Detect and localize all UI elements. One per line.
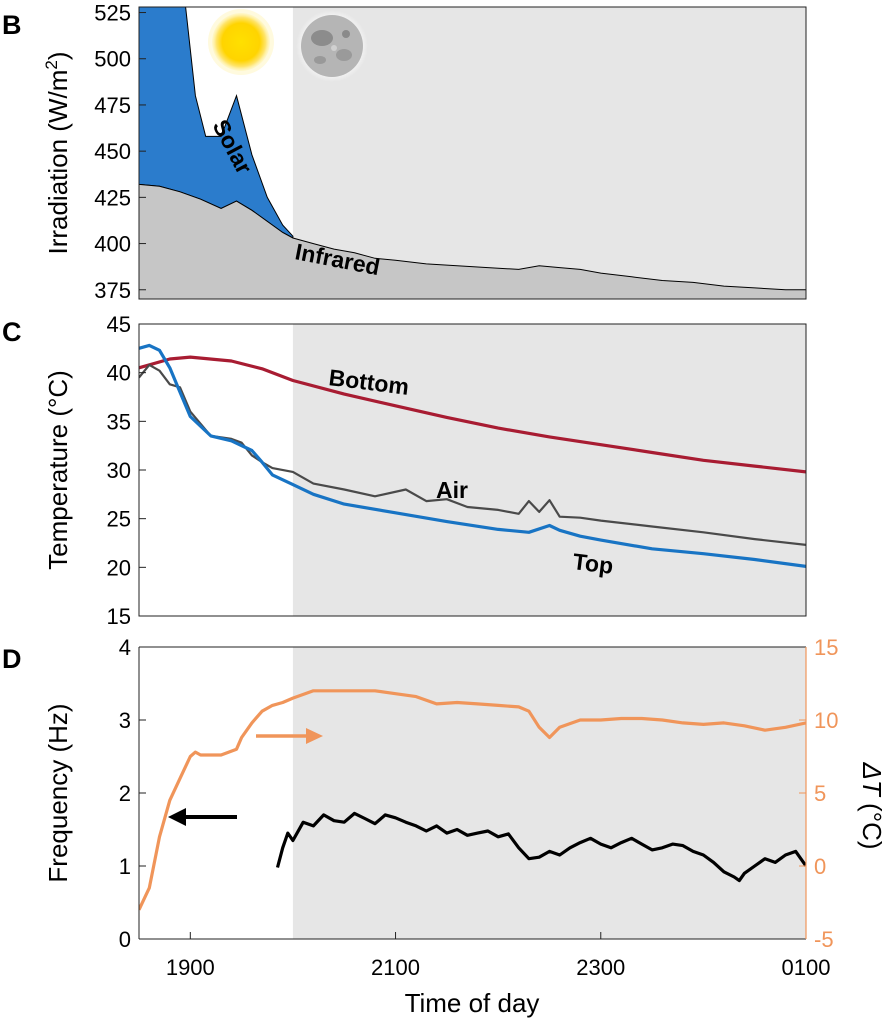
night-shade xyxy=(292,324,806,616)
panel-letter-b: B xyxy=(2,10,22,40)
plot-frame xyxy=(138,323,807,617)
x-tick-label: 2100 xyxy=(371,955,420,980)
bottom-line xyxy=(139,355,806,474)
y-tick-label: 20 xyxy=(107,555,131,580)
x-tick-label: 1900 xyxy=(166,955,215,980)
y-tick-label: 450 xyxy=(94,139,131,164)
x-axis-tick-labels: 1900 2100 2300 0100 xyxy=(166,955,831,980)
y-axis-label: Temperature (°C) xyxy=(43,370,73,570)
left-y-axis-label: Frequency (Hz) xyxy=(43,703,73,882)
y-tick-label: 30 xyxy=(107,458,131,483)
plot-frame xyxy=(138,6,807,300)
right-y-tick-label: -5 xyxy=(814,927,834,952)
top-label: Top xyxy=(571,548,614,579)
y-tick-label: 1 xyxy=(119,854,131,879)
night-shade xyxy=(292,7,806,299)
night-shade xyxy=(292,647,806,939)
y-tick-label: 40 xyxy=(107,361,131,386)
y-tick-label: 45 xyxy=(107,312,131,337)
x-tick-label: 2300 xyxy=(576,955,625,980)
y-tick-label: 500 xyxy=(94,47,131,72)
y-tick-label: 2 xyxy=(119,781,131,806)
air-line xyxy=(139,363,806,546)
x-axis-label: Time of day xyxy=(405,988,540,1018)
air-label: Air xyxy=(436,477,468,503)
y-tick-label: 15 xyxy=(107,604,131,629)
infrared-area xyxy=(139,183,806,299)
right-y-axis-label: ΔT (°C) xyxy=(857,761,887,849)
right-y-tick-label: 10 xyxy=(814,708,838,733)
right-y-tick-labels: -5 0 5 10 15 xyxy=(814,635,838,952)
right-arrow-icon xyxy=(256,728,323,744)
y-tick-label: 400 xyxy=(94,232,131,257)
right-y-tick-label: 5 xyxy=(814,781,826,806)
y-tick-label: 525 xyxy=(94,1,131,26)
left-y-tick-labels: 0 1 2 3 4 xyxy=(119,635,131,952)
panel-letter-d: D xyxy=(2,644,22,674)
y-axis-tick-labels: 375 400 425 450 475 500 525 xyxy=(94,1,131,303)
y-tick-label: 375 xyxy=(94,278,131,303)
y-tick-label: 475 xyxy=(94,93,131,118)
y-tick-label: 25 xyxy=(107,507,131,532)
moon-icon xyxy=(296,10,368,82)
y-tick-label: 4 xyxy=(119,635,131,660)
y-axis-ticks xyxy=(139,12,146,291)
panel-letter-c: C xyxy=(2,317,22,347)
y-tick-label: 425 xyxy=(94,185,131,210)
frequency-line xyxy=(275,811,806,883)
y-axis-tick-labels: 15 20 25 30 35 40 45 xyxy=(107,312,131,629)
panel-d-frequency: 0 1 2 3 4 -5 0 5 10 15 1900 2100 2300 0100 D Freque… xyxy=(2,635,887,1018)
right-y-tick-label: 15 xyxy=(814,635,838,660)
right-y-tick-label: 0 xyxy=(814,854,826,879)
x-tick-label: 0100 xyxy=(782,955,831,980)
delta-t-line xyxy=(139,689,806,911)
left-arrow-icon xyxy=(168,808,237,826)
y-tick-label: 3 xyxy=(119,708,131,733)
sun-icon xyxy=(208,9,274,75)
y-axis-label: Irradiation (W/m2) xyxy=(42,51,73,254)
y-tick-label: 35 xyxy=(107,409,131,434)
panel-b-irradiation: 375 400 425 450 475 500 525 B Irradiation (W/m… xyxy=(2,1,807,303)
top-line xyxy=(139,343,806,568)
y-tick-label: 0 xyxy=(119,927,131,952)
